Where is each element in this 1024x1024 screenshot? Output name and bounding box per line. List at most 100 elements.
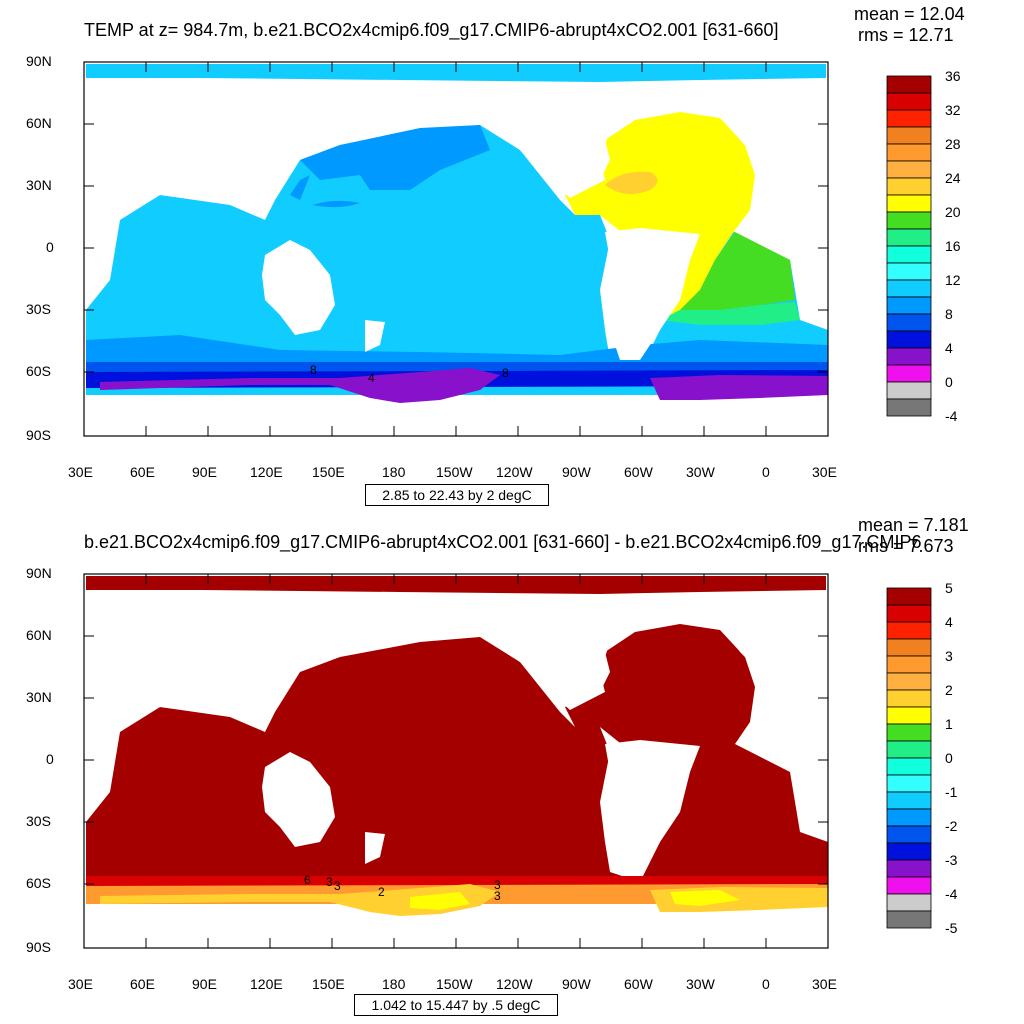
colorbar-label: 0 — [945, 750, 953, 766]
lon-label: 30E — [68, 976, 93, 992]
colorbar-swatch — [886, 330, 932, 349]
lon-label: 60W — [624, 464, 653, 480]
colorbar-label: 8 — [945, 306, 953, 322]
mean-label: mean = 12.04 — [854, 4, 965, 24]
colorbar-swatch — [886, 398, 932, 417]
lat-label: 60N — [26, 115, 52, 131]
colorbar-swatch — [886, 143, 932, 162]
lon-label: 180 — [382, 976, 406, 992]
lon-label: 150E — [312, 464, 345, 480]
colorbar-label: -2 — [945, 818, 958, 834]
colorbar-swatch — [886, 621, 932, 640]
colorbar-swatch — [886, 757, 932, 776]
pacific-indian-ocean — [86, 125, 828, 395]
map-ticks — [84, 574, 828, 948]
south-atlantic-teal — [660, 302, 800, 325]
colorbar-swatch — [886, 211, 932, 230]
colorbar-swatch — [886, 75, 932, 94]
contour-info-box: 2.85 to 22.43 by 2 degC — [365, 484, 549, 506]
colorbar-swatch — [886, 381, 932, 400]
lon-label: 180 — [382, 464, 406, 480]
lon-label: 90E — [192, 976, 217, 992]
subtropical-atlantic-warmer — [605, 171, 658, 194]
colorbar-swatch — [886, 876, 932, 895]
colorbar-label: -5 — [945, 920, 958, 936]
colorbar-label: 1 — [945, 716, 953, 732]
colorbar-swatch — [886, 177, 932, 196]
colorbar-swatch — [886, 313, 932, 332]
contour-label: 2 — [378, 885, 385, 899]
colorbar-swatch — [886, 723, 932, 742]
ross-sea-yellow — [410, 892, 470, 910]
mean-label: mean = 7.181 — [858, 515, 969, 535]
colorbar-label: -1 — [945, 784, 958, 800]
colorbar-swatch — [886, 638, 932, 657]
atlantic-warm — [565, 112, 755, 320]
colorbar-label: 32 — [945, 102, 961, 118]
colorbar-swatch — [886, 655, 932, 674]
global-ocean — [86, 624, 828, 884]
difference-map-panel: b.e21.BCO2x4cmip6.f09_g17.CMIP6-abrupt4x… — [0, 512, 1024, 1024]
lon-label: 90W — [562, 976, 591, 992]
lon-label: 60W — [624, 976, 653, 992]
colorbar-label: 2 — [945, 682, 953, 698]
colorbar-label: 5 — [945, 580, 953, 596]
weddell-yellow — [670, 890, 740, 906]
lat-label: 60N — [26, 627, 52, 643]
contour-label: 8 — [310, 363, 317, 377]
lon-label: 30E — [812, 976, 837, 992]
colorbar-swatch — [886, 194, 932, 213]
colorbar-swatch — [886, 689, 932, 708]
south-atlantic-green — [680, 232, 795, 310]
colorbar-swatch — [886, 347, 932, 366]
colorbar-swatch — [886, 910, 932, 929]
colorbar: 36 32 28 24 20 16 12 8 4 0 -4 — [886, 68, 961, 424]
colorbar-label: 28 — [945, 136, 961, 152]
colorbar-swatch — [886, 774, 932, 793]
colorbar-label: 20 — [945, 204, 961, 220]
antarctic-shelf — [100, 884, 500, 916]
lat-label: 90N — [26, 565, 52, 581]
weddell-shelf — [650, 375, 828, 400]
colorbar-swatch — [886, 279, 932, 298]
land-mask — [86, 80, 825, 360]
north-pacific-cool — [300, 125, 490, 190]
contour-label: 6 — [304, 873, 311, 887]
colorbar-swatch — [886, 160, 932, 179]
colorbar-swatch — [886, 791, 932, 810]
colorbar-swatch — [886, 587, 932, 606]
land-mask — [86, 592, 825, 872]
lon-label: 150E — [312, 976, 345, 992]
contour-info-box: 1.042 to 15.447 by .5 degC — [354, 994, 558, 1016]
lat-label: 90S — [26, 939, 51, 955]
lon-label: 30W — [686, 464, 715, 480]
pacific-cool-patch — [312, 200, 360, 208]
contour-label: 3 — [494, 889, 501, 903]
colorbar: 5 4 3 2 1 0 -1 -2 -3 -4 -5 — [886, 580, 958, 936]
contour-label: 8 — [502, 366, 509, 380]
lon-label: 150W — [436, 976, 473, 992]
colorbar-swatch — [886, 109, 932, 128]
lon-label: 150W — [436, 464, 473, 480]
kuroshio-cool — [290, 175, 310, 200]
lon-label: 0 — [762, 976, 770, 992]
colorbar-swatch — [886, 364, 932, 383]
contour-label: 3 — [494, 878, 501, 892]
lon-label: 60E — [130, 976, 155, 992]
colorbar-label: 16 — [945, 238, 961, 254]
colorbar-swatch — [886, 808, 932, 827]
lon-label: 120E — [250, 464, 283, 480]
colorbar-label: 4 — [945, 340, 953, 356]
lon-label: 0 — [762, 464, 770, 480]
colorbar-swatch — [886, 228, 932, 247]
colorbar-label: 36 — [945, 68, 961, 84]
colorbar-swatch — [886, 825, 932, 844]
colorbar-label: -4 — [945, 886, 958, 902]
colorbar-label: 3 — [945, 648, 953, 664]
lon-label: 30E — [68, 464, 93, 480]
lon-label: 90E — [192, 464, 217, 480]
colorbar-swatch — [886, 893, 932, 912]
map-svg: 8 4 8 36 32 28 24 20 16 12 8 4 0 -4 — [83, 61, 961, 437]
lat-label: 60S — [26, 363, 51, 379]
colorbar-swatch — [886, 672, 932, 691]
